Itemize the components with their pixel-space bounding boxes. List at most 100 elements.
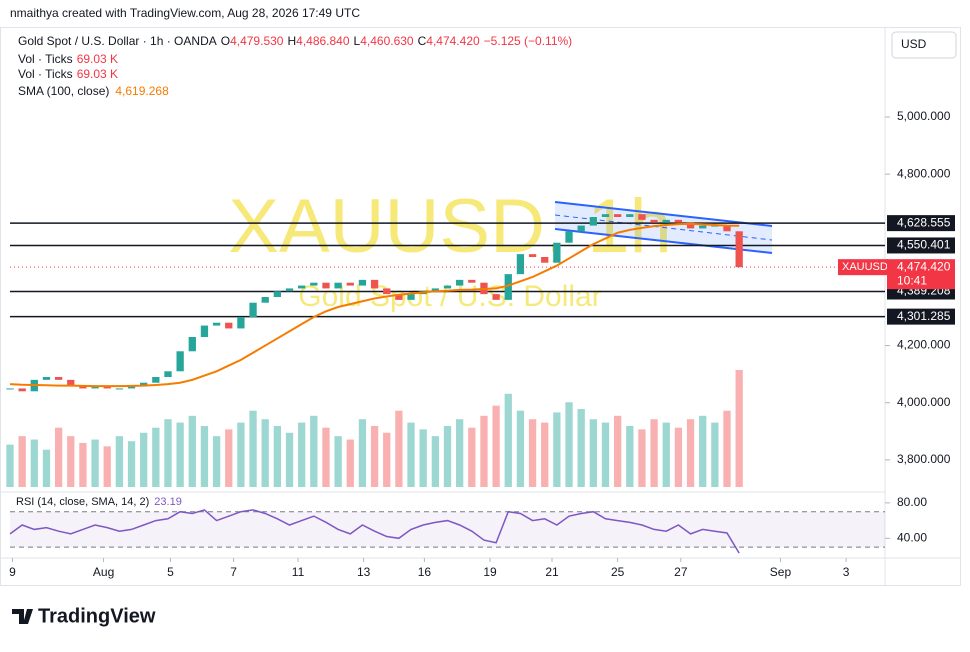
candle-body: [164, 371, 172, 377]
volume-bar: [261, 419, 269, 487]
candle-body: [468, 279, 476, 283]
volume-bar: [565, 402, 573, 487]
symbol-tag: [838, 259, 888, 276]
level-tag: [887, 237, 955, 254]
candle-body: [212, 322, 221, 326]
candle-body: [395, 294, 403, 300]
candle-body: [42, 377, 51, 380]
volume-bar: [91, 439, 99, 487]
volume-bar: [723, 410, 731, 487]
candle-body: [115, 388, 124, 390]
countdown: 10:41: [897, 273, 927, 287]
candle-body: [273, 291, 282, 297]
candle-body: [723, 225, 731, 232]
candle-body: [601, 214, 610, 217]
candle-body: [298, 285, 306, 289]
volume-bar: [115, 436, 124, 487]
x-tick-label: 3: [843, 565, 850, 579]
volume-bar: [504, 393, 512, 487]
candle-body: [346, 282, 354, 286]
volume-bar: [67, 436, 75, 487]
candle-body: [127, 385, 136, 389]
x-tick-label: 25: [611, 565, 625, 579]
ohlc-value: 4,479.530: [230, 34, 284, 48]
candle-body: [407, 294, 415, 300]
volume-bar: [601, 422, 610, 487]
volume-bar: [334, 436, 342, 487]
volume-bar: [18, 436, 26, 487]
currency-button[interactable]: [891, 31, 957, 59]
candle-body: [541, 257, 549, 263]
ohlc-key: C: [418, 34, 427, 48]
x-tick-label: 9: [9, 565, 16, 579]
candle-body: [237, 317, 245, 329]
volume-bar: [419, 429, 427, 487]
candle-body: [565, 231, 573, 243]
volume-bar: [674, 427, 683, 487]
rsi-tick-label: 40.00: [897, 530, 927, 544]
candle-body: [443, 285, 452, 289]
rsi-name: RSI (14, close, SMA, 14, 2): [16, 496, 149, 508]
level-tag: [887, 215, 955, 232]
volume-bar: [589, 419, 597, 487]
x-tick-label: 13: [357, 565, 371, 579]
volume-bar: [443, 425, 452, 487]
volume-name: Vol · Ticks: [18, 52, 73, 66]
volume-bar: [735, 370, 743, 487]
x-tick-label: 19: [483, 565, 497, 579]
volume-bar: [127, 441, 136, 487]
volume-bar: [553, 412, 561, 487]
volume-bar: [225, 429, 233, 487]
x-tick-label: Aug: [93, 565, 114, 579]
volume-bar: [395, 410, 403, 487]
legend-title: Gold Spot / U.S. Dollar · 1h · OANDA O4,4…: [18, 34, 572, 48]
x-tick-label: Sep: [770, 565, 792, 579]
symbol-label: XAUUSD: [842, 261, 888, 273]
volume-bar: [6, 444, 14, 487]
sma-legend: SMA (100, close) 4,619.268: [18, 84, 169, 98]
volume-bar: [140, 432, 148, 487]
volume-bar: [480, 415, 488, 487]
brand-icon: [12, 609, 33, 624]
y-tick-label: 4,200.000: [897, 338, 951, 352]
candle-body: [261, 297, 269, 303]
candle-body: [152, 377, 160, 383]
candle-body: [431, 288, 439, 292]
candle-body: [358, 279, 367, 286]
channel-top: [554, 201, 773, 227]
candle-body: [370, 279, 379, 289]
x-tick-label: 11: [292, 565, 305, 579]
volume-bar: [273, 425, 282, 487]
volume-bar: [650, 419, 658, 487]
candle-body: [613, 214, 622, 217]
volume-bar: [492, 405, 500, 487]
rsi-line: [9, 509, 740, 554]
rsi-value: 23.19: [154, 496, 182, 508]
volume-bar: [626, 425, 634, 487]
candle-body: [516, 254, 525, 275]
volume-bar: [79, 442, 87, 487]
y-tick-label: 5,000.000: [897, 109, 951, 123]
y-tick-label: 4,800.000: [897, 166, 951, 180]
candle-body: [650, 219, 658, 223]
x-tick-label: 16: [418, 565, 432, 579]
volume-bar: [212, 436, 221, 487]
symbol-title: Gold Spot / U.S. Dollar · 1h · OANDA: [18, 34, 217, 48]
candle-body: [225, 322, 233, 329]
candle-body: [638, 214, 646, 220]
volume-value: 69.03 K: [77, 52, 118, 66]
watermark-title: XAUUSD, 1h: [228, 184, 672, 269]
credit: nmaithya created with TradingView.com, A…: [10, 6, 360, 20]
candle-body: [176, 351, 184, 372]
y-tick-label: 3,800.000: [897, 452, 951, 466]
volume-bar: [638, 429, 646, 487]
candle-body: [18, 388, 26, 392]
x-tick-label: 27: [674, 565, 688, 579]
volume-bar: [699, 415, 707, 487]
volume-bar: [528, 419, 537, 487]
last-price-label: 4,474.420: [897, 259, 951, 273]
volume-legend: Vol · Ticks 69.03 K: [18, 67, 118, 81]
volume-bar: [103, 446, 111, 487]
candle-body: [54, 377, 63, 380]
